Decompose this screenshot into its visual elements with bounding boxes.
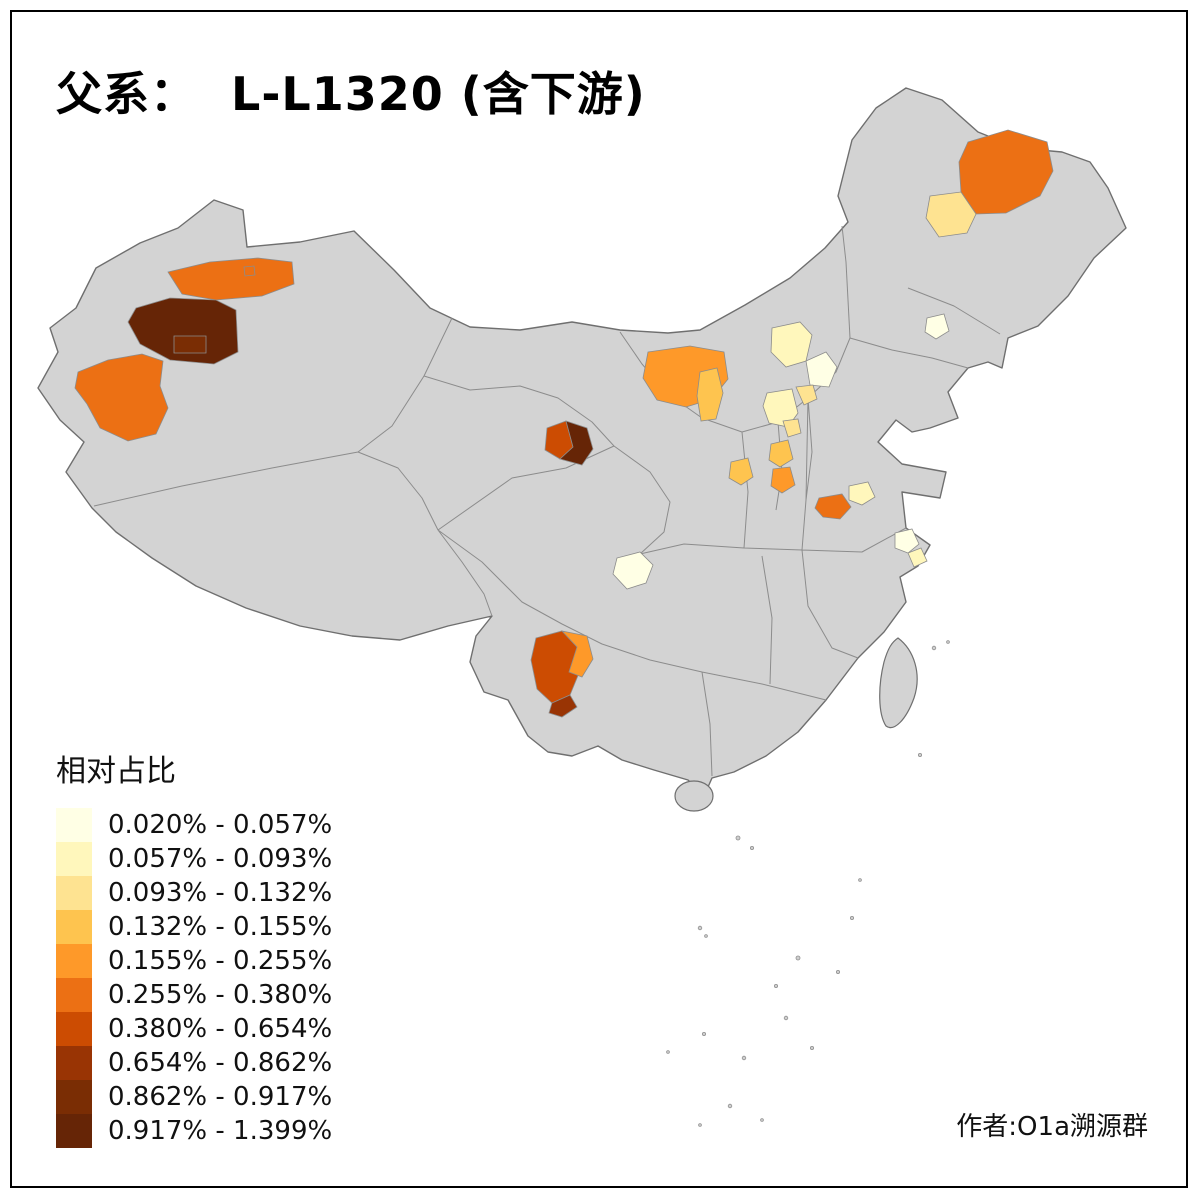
legend-row: 0.155% - 0.255% [56, 944, 332, 978]
province-borders [93, 225, 1001, 777]
legend-swatch [56, 944, 92, 978]
legend-row: 0.917% - 1.399% [56, 1114, 332, 1148]
legend-row: 0.255% - 0.380% [56, 978, 332, 1012]
legend-label: 0.155% - 0.255% [108, 946, 333, 976]
map-region [768, 439, 794, 468]
legend: 相对占比 0.020% - 0.057% 0.057% - 0.093% 0.093… [56, 746, 332, 1148]
map-region [696, 367, 724, 422]
map-region [805, 351, 838, 388]
legend-swatch [56, 1012, 92, 1046]
legend-row: 0.380% - 0.654% [56, 1012, 332, 1046]
map-region [173, 335, 207, 354]
legend-label: 0.862% - 0.917% [108, 1082, 333, 1112]
map-region [612, 551, 654, 590]
map-region [560, 630, 594, 678]
legend-swatch [56, 910, 92, 944]
map-region [894, 528, 920, 554]
map-region [770, 466, 796, 494]
taiwan-island [879, 637, 918, 729]
map-region [814, 493, 852, 520]
map-region [243, 265, 256, 277]
legend-row: 0.132% - 0.155% [56, 910, 332, 944]
legend-swatch [56, 808, 92, 842]
legend-swatch [56, 1114, 92, 1148]
legend-label: 0.093% - 0.132% [108, 878, 333, 908]
map-region [848, 481, 876, 506]
legend-label: 0.380% - 0.654% [108, 1014, 333, 1044]
legend-row: 0.057% - 0.093% [56, 842, 332, 876]
legend-label: 0.020% - 0.057% [108, 810, 333, 840]
province-border-lines [93, 225, 1001, 777]
legend-swatch [56, 1046, 92, 1080]
attribution: 作者:O1a溯源群 [956, 1112, 1148, 1142]
map-region [924, 313, 950, 340]
legend-label: 0.255% - 0.380% [108, 980, 333, 1010]
map-region [74, 353, 169, 442]
legend-swatch [56, 1080, 92, 1114]
legend-title: 相对占比 [56, 754, 176, 789]
map-region [167, 257, 295, 301]
map-region [907, 547, 928, 568]
legend-label: 0.132% - 0.155% [108, 912, 333, 942]
legend-row: 0.020% - 0.057% [56, 808, 332, 842]
map-region [958, 129, 1054, 215]
map-region [127, 297, 239, 365]
map-title: 父系： L-L1320 (含下游) [56, 67, 646, 121]
south-china-sea-islets [666, 640, 950, 1127]
legend-row: 0.654% - 0.862% [56, 1046, 332, 1080]
map-region [782, 418, 802, 438]
legend-row: 0.093% - 0.132% [56, 876, 332, 910]
legend-swatch [56, 876, 92, 910]
legend-label: 0.917% - 1.399% [108, 1116, 333, 1146]
map-region [925, 191, 977, 238]
map-region [548, 694, 578, 718]
highlighted-regions [74, 129, 1054, 718]
legend-swatch [56, 842, 92, 876]
legend-rows: 0.020% - 0.057% 0.057% - 0.093% 0.093% - 0… [56, 808, 332, 1148]
legend-row: 0.862% - 0.917% [56, 1080, 332, 1114]
map-region [728, 457, 754, 486]
map-region [795, 384, 818, 406]
hainan-island [674, 780, 714, 812]
legend-label: 0.654% - 0.862% [108, 1048, 333, 1078]
legend-label: 0.057% - 0.093% [108, 844, 333, 874]
map-region [559, 420, 594, 466]
legend-swatch [56, 978, 92, 1012]
islands [666, 637, 950, 1127]
